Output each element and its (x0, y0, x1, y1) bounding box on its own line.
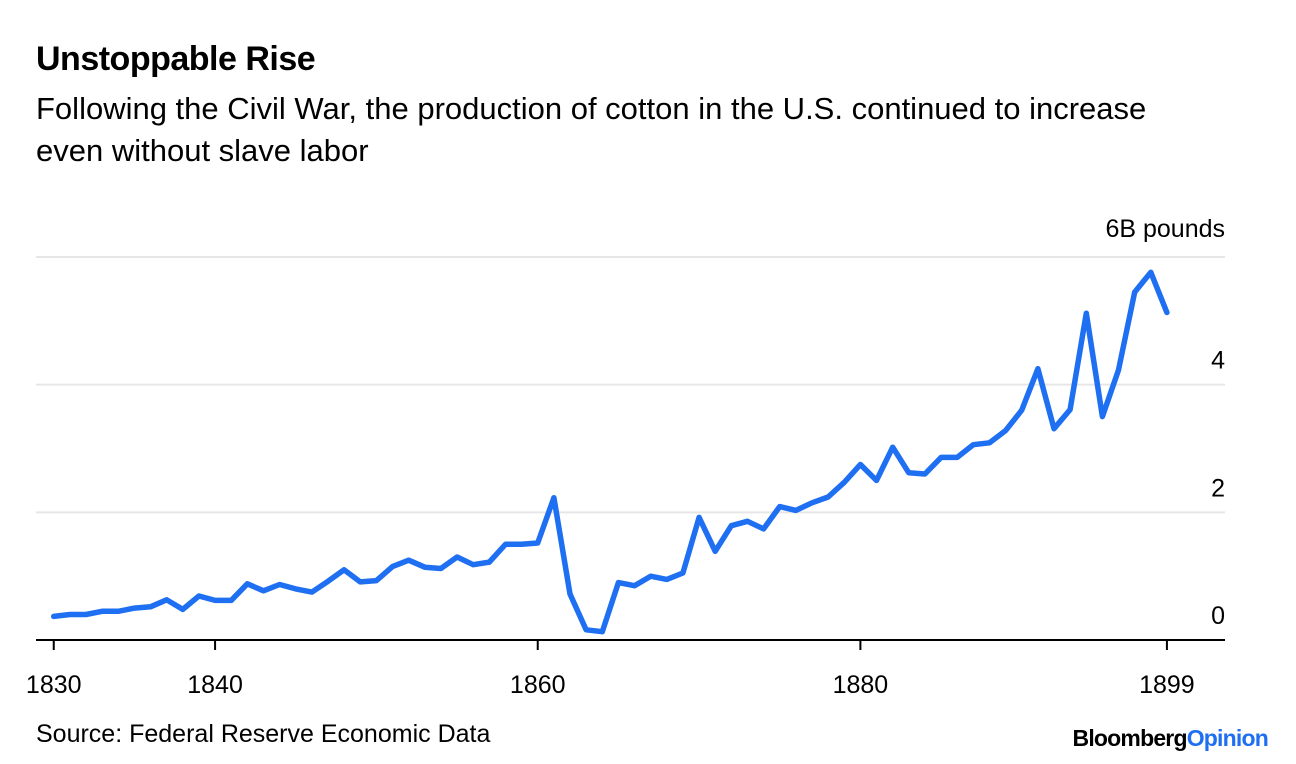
cotton-production-line-chart: 0 2 4 6B pounds 1830 1840 1860 1880 1899 (26, 215, 1225, 699)
y-tick-labels: 0 2 4 6B pounds (1105, 215, 1225, 630)
x-tick-label-2: 1860 (510, 671, 566, 699)
x-tick-label-4: 1899 (1139, 671, 1195, 699)
x-tick-label-1: 1840 (187, 671, 243, 699)
y-gridlines (36, 256, 1225, 514)
x-tick-labels: 1830 1840 1860 1880 1899 (26, 671, 1195, 699)
x-tick-label-0: 1830 (26, 671, 82, 699)
bloomberg-opinion-logo: BloombergOpinion (1072, 725, 1269, 752)
brand-accent: Opinion (1186, 725, 1269, 751)
y-tick-label-2: 4 (1211, 347, 1225, 375)
x-axis (36, 639, 1225, 650)
chart-subtitle: Following the Civil War, the production … (36, 91, 1147, 168)
y-tick-label-3: 6B pounds (1105, 215, 1225, 243)
y-tick-label-0: 0 (1211, 602, 1225, 630)
x-tick-label-3: 1880 (833, 671, 889, 699)
y-tick-label-1: 2 (1211, 474, 1225, 502)
cotton-production-series-line (50, 269, 1170, 635)
brand-main: Bloomberg (1072, 725, 1188, 751)
chart-title: Unstoppable Rise (36, 40, 316, 78)
source-note: Source: Federal Reserve Economic Data (36, 720, 491, 748)
